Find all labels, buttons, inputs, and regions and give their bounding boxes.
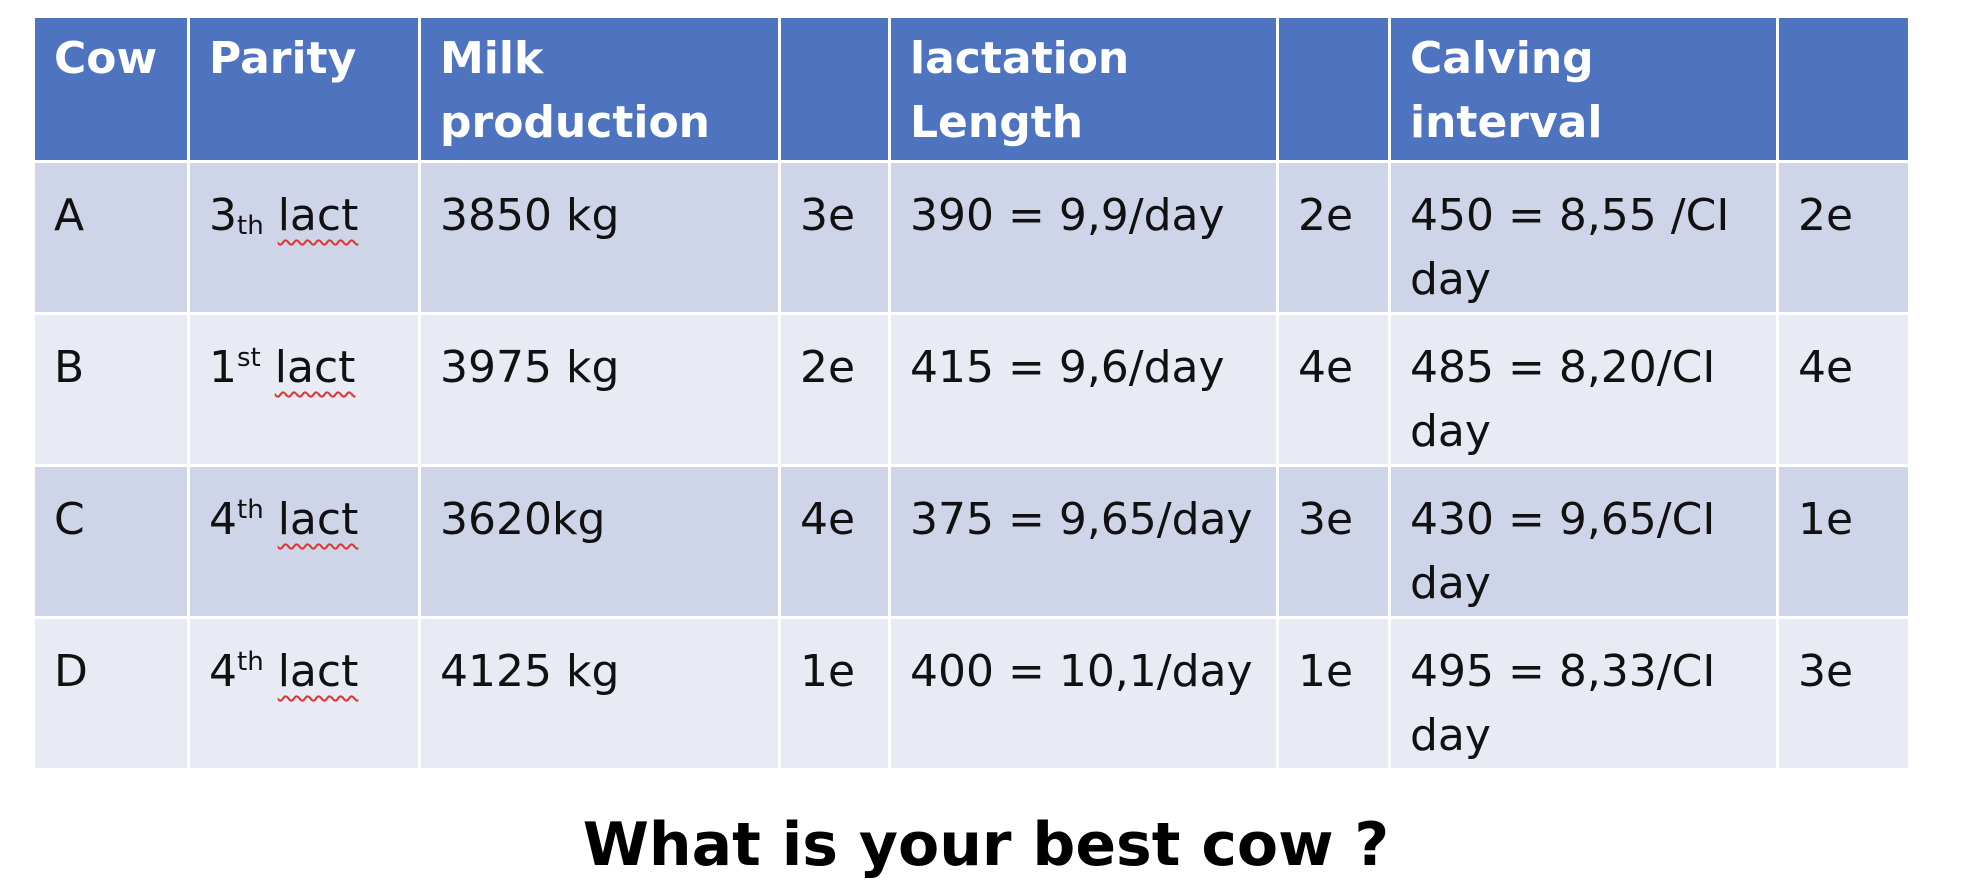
parity-number: 4 bbox=[209, 646, 237, 697]
parity-word: lact bbox=[277, 646, 359, 697]
header-milk-rank bbox=[778, 15, 891, 163]
calving-interval-cell: 495 = 8,33/CI day bbox=[1388, 616, 1779, 771]
lactation-length-cell: 400 = 10,1/day bbox=[888, 616, 1279, 771]
header-parity: Parity bbox=[187, 15, 421, 163]
milk-production-cell: 4125 kg bbox=[418, 616, 781, 771]
table-row: B 1st lact 3975 kg 2e 415 = 9,6/day 4e 4… bbox=[32, 312, 1911, 467]
parity-suffix: th bbox=[237, 647, 264, 677]
cow-comparison-table: Cow Parity Milk production lactation Len… bbox=[32, 15, 1911, 771]
milk-rank-cell: 1e bbox=[778, 616, 891, 771]
header-milk-production: Milk production bbox=[418, 15, 781, 163]
table-row: D 4th lact 4125 kg 1e 400 = 10,1/day 1e … bbox=[32, 616, 1911, 771]
question-heading: What is your best cow ? bbox=[582, 810, 1390, 880]
lactation-length-cell: 390 = 9,9/day bbox=[888, 160, 1279, 315]
milk-rank-cell: 2e bbox=[778, 312, 891, 467]
lactation-rank-cell: 2e bbox=[1276, 160, 1391, 315]
parity-number: 4 bbox=[209, 494, 237, 545]
lactation-rank-cell: 4e bbox=[1276, 312, 1391, 467]
header-calving-interval: Calving interval bbox=[1388, 15, 1779, 163]
calving-rank-cell: 2e bbox=[1776, 160, 1911, 315]
cow-id-cell: D bbox=[32, 616, 190, 771]
header-cow: Cow bbox=[32, 15, 190, 163]
calving-interval-cell: 485 = 8,20/CI day bbox=[1388, 312, 1779, 467]
milk-rank-cell: 4e bbox=[778, 464, 891, 619]
header-calving-rank bbox=[1776, 15, 1911, 163]
parity-number: 3 bbox=[209, 190, 237, 241]
calving-rank-cell: 3e bbox=[1776, 616, 1911, 771]
calving-interval-cell: 450 = 8,55 /CI day bbox=[1388, 160, 1779, 315]
lactation-rank-cell: 1e bbox=[1276, 616, 1391, 771]
table-header-row: Cow Parity Milk production lactation Len… bbox=[32, 15, 1911, 163]
parity-suffix: th bbox=[237, 495, 264, 525]
parity-word: lact bbox=[277, 190, 359, 241]
parity-number: 1 bbox=[209, 342, 237, 393]
parity-word: lact bbox=[274, 342, 356, 393]
milk-production-cell: 3620kg bbox=[418, 464, 781, 619]
parity-cell: 4th lact bbox=[187, 464, 421, 619]
lactation-rank-cell: 3e bbox=[1276, 464, 1391, 619]
cow-id-cell: B bbox=[32, 312, 190, 467]
lactation-length-cell: 375 = 9,65/day bbox=[888, 464, 1279, 619]
milk-rank-cell: 3e bbox=[778, 160, 891, 315]
calving-rank-cell: 4e bbox=[1776, 312, 1911, 467]
table-row: C 4th lact 3620kg 4e 375 = 9,65/day 3e 4… bbox=[32, 464, 1911, 619]
parity-cell: 4th lact bbox=[187, 616, 421, 771]
cow-id-cell: C bbox=[32, 464, 190, 619]
parity-suffix: th bbox=[237, 211, 264, 241]
cow-id-cell: A bbox=[32, 160, 190, 315]
header-lactation-length: lactation Length bbox=[888, 15, 1279, 163]
parity-suffix: st bbox=[237, 343, 261, 373]
parity-word: lact bbox=[277, 494, 359, 545]
calving-rank-cell: 1e bbox=[1776, 464, 1911, 619]
lactation-length-cell: 415 = 9,6/day bbox=[888, 312, 1279, 467]
milk-production-cell: 3850 kg bbox=[418, 160, 781, 315]
table-row: A 3th lact 3850 kg 3e 390 = 9,9/day 2e 4… bbox=[32, 160, 1911, 315]
milk-production-cell: 3975 kg bbox=[418, 312, 781, 467]
calving-interval-cell: 430 = 9,65/CI day bbox=[1388, 464, 1779, 619]
parity-cell: 1st lact bbox=[187, 312, 421, 467]
header-lactation-rank bbox=[1276, 15, 1391, 163]
parity-cell: 3th lact bbox=[187, 160, 421, 315]
